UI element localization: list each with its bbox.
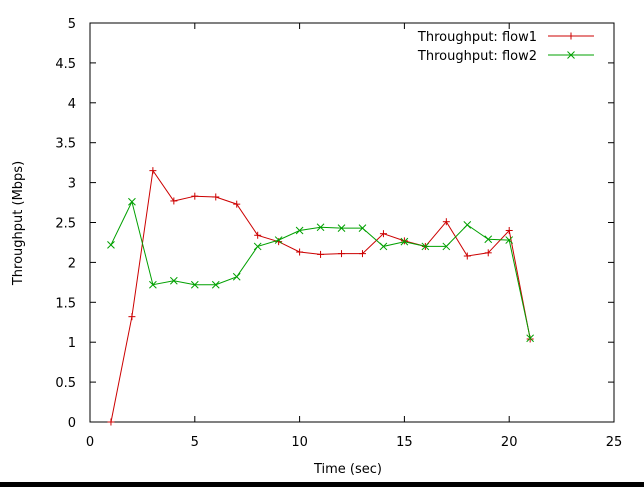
data-point xyxy=(421,242,430,251)
data-point xyxy=(169,276,178,285)
y-tick-label: 4 xyxy=(68,97,76,112)
x-marker-b xyxy=(379,242,388,251)
y-tick-label: 3 xyxy=(68,177,76,192)
data-point xyxy=(484,235,493,244)
x-marker-b xyxy=(400,237,409,246)
x-marker-b xyxy=(274,236,283,244)
y-tick-label: 1 xyxy=(68,336,76,351)
series xyxy=(107,167,535,426)
legend-label: Throughput: flow1 xyxy=(417,30,537,45)
x-marker-b xyxy=(421,242,430,251)
y-tick-label: 5 xyxy=(68,17,76,32)
data-point xyxy=(128,197,136,206)
x-axis-label: Time (sec) xyxy=(313,462,382,477)
x-tick-label: 20 xyxy=(501,435,518,450)
x-marker-b xyxy=(526,334,535,343)
plot-border xyxy=(89,22,615,423)
series-line xyxy=(110,200,531,339)
data-point xyxy=(232,272,241,281)
x-tick-label: 15 xyxy=(396,435,413,450)
x-marker-b xyxy=(232,272,241,281)
data-point xyxy=(358,250,366,258)
data-point xyxy=(191,192,199,200)
x-marker-b xyxy=(442,242,451,251)
x-marker-b xyxy=(190,280,199,289)
x-marker-b xyxy=(567,51,575,59)
y-tick-label: 2.5 xyxy=(55,217,76,232)
data-point xyxy=(107,418,115,426)
data-point xyxy=(170,197,178,205)
legend-marker xyxy=(567,32,575,40)
x-tick-label: 0 xyxy=(86,435,94,450)
data-point xyxy=(338,250,346,258)
data-point xyxy=(442,242,451,251)
data-point xyxy=(505,226,513,234)
y-tick-label: 0.5 xyxy=(55,376,76,391)
data-point xyxy=(233,200,241,208)
y-tick-label: 3.5 xyxy=(55,137,76,152)
x-marker-b xyxy=(169,276,178,285)
data-point xyxy=(296,248,304,256)
data-point xyxy=(358,224,367,232)
y-tick-label: 4.5 xyxy=(55,57,76,72)
series-flow2 xyxy=(107,197,535,343)
series-line xyxy=(110,169,531,423)
data-point xyxy=(400,237,409,246)
data-point xyxy=(463,252,471,260)
data-point xyxy=(316,223,325,232)
data-point xyxy=(107,240,115,249)
data-point xyxy=(505,236,514,244)
x-marker-b xyxy=(149,280,157,289)
y-tick-label: 2 xyxy=(68,256,76,271)
x-tick-label: 25 xyxy=(606,435,623,450)
y-axis-label: Throughput (Mbps) xyxy=(11,161,26,286)
data-point xyxy=(295,226,304,235)
data-point xyxy=(254,231,262,239)
x-marker-b xyxy=(484,235,493,244)
data-point xyxy=(275,238,283,246)
y-tick-label: 1.5 xyxy=(55,296,76,311)
data-point xyxy=(211,280,220,289)
data-point xyxy=(463,221,472,229)
legend: Throughput: flow1 Throughput: flow2 xyxy=(417,30,594,64)
x-marker-b xyxy=(295,226,304,235)
data-point xyxy=(149,280,157,289)
data-point xyxy=(337,224,346,232)
data-point xyxy=(274,236,283,244)
x-marker-b xyxy=(128,197,136,206)
data-point xyxy=(442,218,450,226)
x-marker-b xyxy=(253,242,262,251)
x-marker-b xyxy=(505,236,514,244)
data-point xyxy=(212,193,220,201)
axes xyxy=(89,22,615,423)
x-marker-b xyxy=(337,224,346,232)
data-point xyxy=(190,280,199,289)
data-point xyxy=(317,250,325,258)
data-point xyxy=(379,230,387,238)
data-point xyxy=(253,242,262,251)
data-point xyxy=(149,167,157,175)
data-point xyxy=(526,334,535,343)
x-marker-b xyxy=(211,280,220,289)
x-marker-b xyxy=(107,240,115,249)
data-point xyxy=(484,249,492,257)
legend-label: Throughput: flow2 xyxy=(417,49,537,64)
x-marker-b xyxy=(358,224,367,232)
data-point xyxy=(379,242,388,251)
y-tick-label: 0 xyxy=(68,416,76,431)
x-marker-b xyxy=(463,221,472,229)
x-tick-label: 5 xyxy=(191,435,199,450)
data-point xyxy=(128,313,136,321)
x-tick-label: 10 xyxy=(291,435,308,450)
ticks: 0 5 10 15 20 25 0 0.5 1 1.5 2 2.5 3 3.5 4 4.5 5 xyxy=(55,17,622,450)
x-marker-b xyxy=(316,223,325,232)
series-flow1 xyxy=(107,167,534,426)
data-point xyxy=(400,237,408,245)
legend-marker xyxy=(567,51,575,59)
